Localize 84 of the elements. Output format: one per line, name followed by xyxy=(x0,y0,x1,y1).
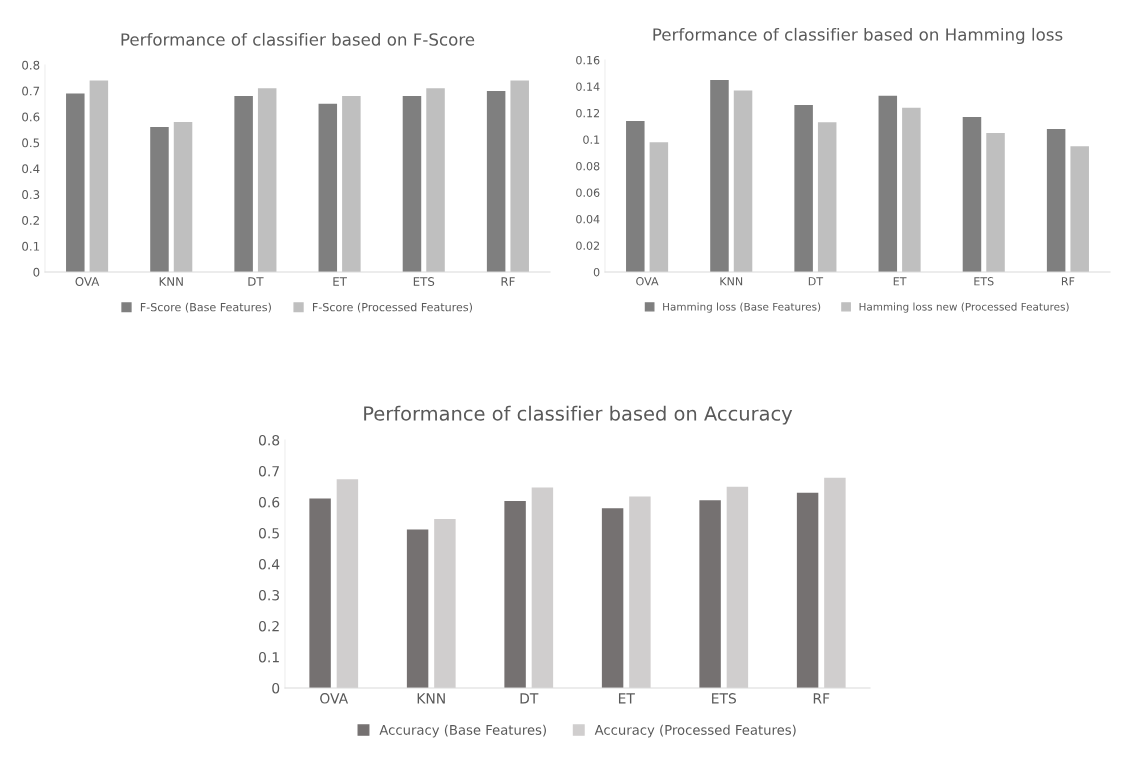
chart-title: Performance of classifier based on Accuracy xyxy=(364,405,793,425)
bar xyxy=(1070,146,1089,272)
bar xyxy=(173,121,193,272)
y-tick-label: 0.04 xyxy=(576,214,600,224)
x-tick-label: RF xyxy=(813,693,830,704)
x-tick-label: OVA xyxy=(320,693,349,704)
legend-label: Accuracy (Processed Features) xyxy=(594,724,796,738)
y-tick-label: 0.7 xyxy=(22,86,40,96)
bar xyxy=(89,80,109,272)
y-tick-label: 0.2 xyxy=(22,215,39,225)
x-tick-label: RF xyxy=(501,277,515,286)
y-tick-label: 0.12 xyxy=(576,108,600,118)
bar xyxy=(733,90,753,272)
y-tick-label: 0.1 xyxy=(22,241,40,251)
bar xyxy=(699,500,721,688)
x-tick-label: OVA xyxy=(75,277,100,286)
x-tick-label: ETS xyxy=(712,693,737,704)
bar xyxy=(626,120,645,272)
bar xyxy=(504,501,526,688)
legend-label: Accuracy (Base Features) xyxy=(379,724,546,738)
x-tick-label: ET xyxy=(893,277,907,286)
bar xyxy=(794,105,813,272)
x-tick-label: KNN xyxy=(417,693,445,704)
bar xyxy=(878,95,898,272)
bar xyxy=(150,127,169,272)
x-tick-label: RF xyxy=(1061,277,1075,286)
bar xyxy=(510,80,529,272)
y-tick-label: 0.08 xyxy=(576,161,600,171)
y-tick-label: 0 xyxy=(272,682,280,694)
bar xyxy=(486,90,506,272)
bar xyxy=(402,96,422,272)
bar xyxy=(817,122,837,272)
legend-label: Hamming loss new (Processed Features) xyxy=(859,302,1069,313)
bar xyxy=(309,498,331,688)
bar xyxy=(406,529,429,688)
y-tick-label: 0.8 xyxy=(22,60,40,70)
y-tick-label: 0 xyxy=(593,267,600,277)
bar xyxy=(426,88,445,272)
chart-title: Performance of classifier based on Hamming loss xyxy=(653,27,1063,45)
y-tick-label: 0.7 xyxy=(258,465,279,477)
bar xyxy=(962,116,982,272)
y-tick-label: 0 xyxy=(33,267,40,277)
y-tick-label: 0.8 xyxy=(258,434,280,446)
legend-label: F-Score (Processed Features) xyxy=(312,302,472,313)
legend-label: Hamming loss (Base Features) xyxy=(663,302,821,313)
y-tick-label: 0.1 xyxy=(258,651,279,663)
bar xyxy=(986,132,1005,272)
bar xyxy=(318,103,338,272)
y-tick-label: 0.6 xyxy=(258,496,280,508)
y-tick-label: 0.5 xyxy=(258,527,279,539)
y-tick-label: 0.2 xyxy=(258,620,279,632)
bar xyxy=(649,142,669,272)
x-tick-label: ET xyxy=(333,277,347,286)
bar xyxy=(796,492,819,688)
x-tick-label: DT xyxy=(808,277,824,286)
bar xyxy=(1046,128,1066,272)
bar xyxy=(66,93,85,272)
y-tick-label: 0.16 xyxy=(576,55,600,65)
y-tick-label: 0.6 xyxy=(22,112,40,122)
y-tick-label: 0.4 xyxy=(22,164,40,174)
x-tick-label: ETS xyxy=(974,277,994,286)
x-tick-label: KNN xyxy=(159,277,183,286)
x-tick-label: ETS xyxy=(413,277,435,286)
bar xyxy=(601,508,624,688)
x-tick-label: ET xyxy=(618,693,635,704)
y-tick-label: 0.3 xyxy=(22,190,40,200)
x-tick-label: DT xyxy=(520,693,539,704)
bar xyxy=(710,79,729,272)
bar xyxy=(902,107,921,272)
bar xyxy=(342,96,361,272)
y-tick-label: 0.5 xyxy=(22,138,40,148)
bar xyxy=(257,88,277,272)
chart-title: Performance of classifier based on F-Score xyxy=(121,32,475,46)
x-tick-label: KNN xyxy=(720,277,743,286)
y-tick-label: 0.02 xyxy=(576,241,600,250)
y-tick-label: 0.1 xyxy=(583,135,600,144)
y-tick-label: 0.14 xyxy=(576,82,600,91)
legend-label: F-Score (Base Features) xyxy=(140,302,271,313)
x-tick-label: DT xyxy=(248,277,264,286)
bar xyxy=(234,96,253,272)
y-tick-label: 0.3 xyxy=(258,589,280,601)
y-tick-label: 0.06 xyxy=(576,188,600,197)
x-tick-label: OVA xyxy=(636,277,659,286)
y-tick-label: 0.4 xyxy=(258,558,280,570)
